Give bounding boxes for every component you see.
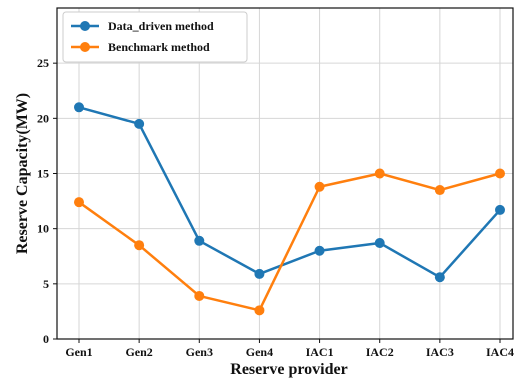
data-point bbox=[314, 181, 325, 192]
series-2 bbox=[74, 168, 505, 316]
data-point bbox=[254, 268, 265, 279]
data-point bbox=[74, 197, 84, 208]
x-tick-label: IAC4 bbox=[486, 345, 514, 359]
legend-item: Benchmark method bbox=[71, 40, 210, 54]
legend-marker bbox=[80, 42, 90, 52]
series-line bbox=[78, 106, 501, 279]
data-point bbox=[194, 235, 205, 246]
x-tick-label: Gen4 bbox=[246, 345, 273, 359]
data-point bbox=[495, 168, 505, 179]
data-point bbox=[495, 204, 505, 215]
legend-item: Data_driven method bbox=[71, 19, 214, 33]
y-tick-label: 20 bbox=[37, 111, 49, 125]
x-tick-label: IAC1 bbox=[306, 345, 334, 359]
legend: Data_driven method Benchmark method bbox=[62, 11, 248, 63]
y-tick-label: 10 bbox=[37, 222, 49, 236]
data-point bbox=[434, 185, 445, 196]
series-layer bbox=[74, 102, 505, 316]
y-tick-label: 5 bbox=[43, 277, 49, 291]
series-1 bbox=[74, 102, 505, 283]
x-tick-label: Gen1 bbox=[65, 345, 92, 359]
data-point bbox=[434, 272, 445, 283]
y-tick-label: 15 bbox=[37, 167, 49, 181]
y-axis-ticks: 0 5 10 15 20 25 bbox=[37, 56, 57, 346]
data-point bbox=[374, 238, 385, 249]
y-axis-title: Reserve Capacity(MW) bbox=[14, 93, 31, 254]
y-tick-label: 25 bbox=[37, 56, 49, 70]
x-axis-ticks: Gen1 Gen2 Gen3 Gen4 IAC1 IAC2 IAC3 IAC4 bbox=[65, 339, 514, 359]
data-point bbox=[254, 305, 265, 316]
series-line bbox=[78, 172, 501, 312]
data-point bbox=[134, 118, 145, 129]
legend-box bbox=[62, 11, 248, 63]
legend-label: Benchmark method bbox=[108, 40, 210, 54]
x-tick-label: IAC2 bbox=[366, 345, 394, 359]
data-point bbox=[374, 168, 385, 179]
y-tick-label: 0 bbox=[43, 332, 49, 346]
data-point bbox=[134, 240, 145, 251]
data-point bbox=[194, 290, 205, 301]
x-tick-label: Gen3 bbox=[186, 345, 213, 359]
data-point bbox=[74, 102, 84, 113]
legend-label: Data_driven method bbox=[108, 19, 214, 33]
legend-marker bbox=[80, 21, 90, 31]
x-tick-label: IAC3 bbox=[426, 345, 454, 359]
x-tick-label: Gen2 bbox=[125, 345, 152, 359]
x-axis-title: Reserve provider bbox=[230, 361, 347, 378]
data-point bbox=[314, 245, 325, 256]
